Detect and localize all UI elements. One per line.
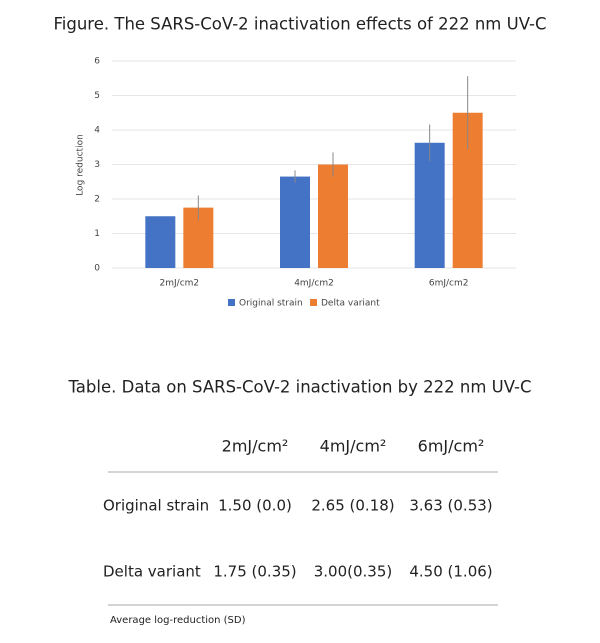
cell: 3.63 (0.53) (409, 497, 492, 515)
chart-title: Figure. The SARS-CoV-2 inactivation effe… (54, 15, 547, 34)
y-tick-label: 6 (94, 57, 100, 67)
x-tick-label: 6mJ/cm2 (429, 279, 469, 289)
bar (318, 164, 348, 268)
y-tick-label: 3 (94, 160, 100, 170)
cell: 2.65 (0.18) (311, 497, 394, 515)
y-axis-label: Log reduction (76, 134, 86, 196)
row-header: Delta variant (103, 563, 201, 581)
legend-swatch (310, 299, 317, 306)
y-tick-label: 5 (94, 91, 100, 101)
table-title: Table. Data on SARS-CoV-2 inactivation b… (67, 378, 531, 397)
cell: 1.50 (0.0) (218, 497, 292, 515)
bar (414, 142, 445, 268)
row-header: Original strain (103, 497, 209, 515)
legend-label: Delta variant (321, 299, 380, 309)
legend-label: Original strain (239, 299, 303, 309)
y-tick-label: 2 (94, 195, 100, 205)
y-tick-label: 1 (94, 229, 100, 239)
bar (145, 216, 176, 268)
x-tick-label: 4mJ/cm2 (294, 279, 334, 289)
bar (280, 176, 310, 268)
legend-swatch (228, 299, 235, 306)
y-tick-label: 4 (94, 126, 100, 136)
cell: 3.00(0.35) (314, 563, 393, 581)
table-note: Average log-reduction (SD) (110, 615, 246, 626)
cell: 1.75 (0.35) (213, 563, 296, 581)
cell: 4.50 (1.06) (409, 563, 492, 581)
column-header: 2mJ/cm² (222, 437, 289, 456)
y-tick-label: 0 (94, 264, 100, 274)
x-tick-label: 2mJ/cm2 (160, 279, 200, 289)
column-header: 6mJ/cm² (418, 437, 485, 456)
column-header: 4mJ/cm² (320, 437, 387, 456)
